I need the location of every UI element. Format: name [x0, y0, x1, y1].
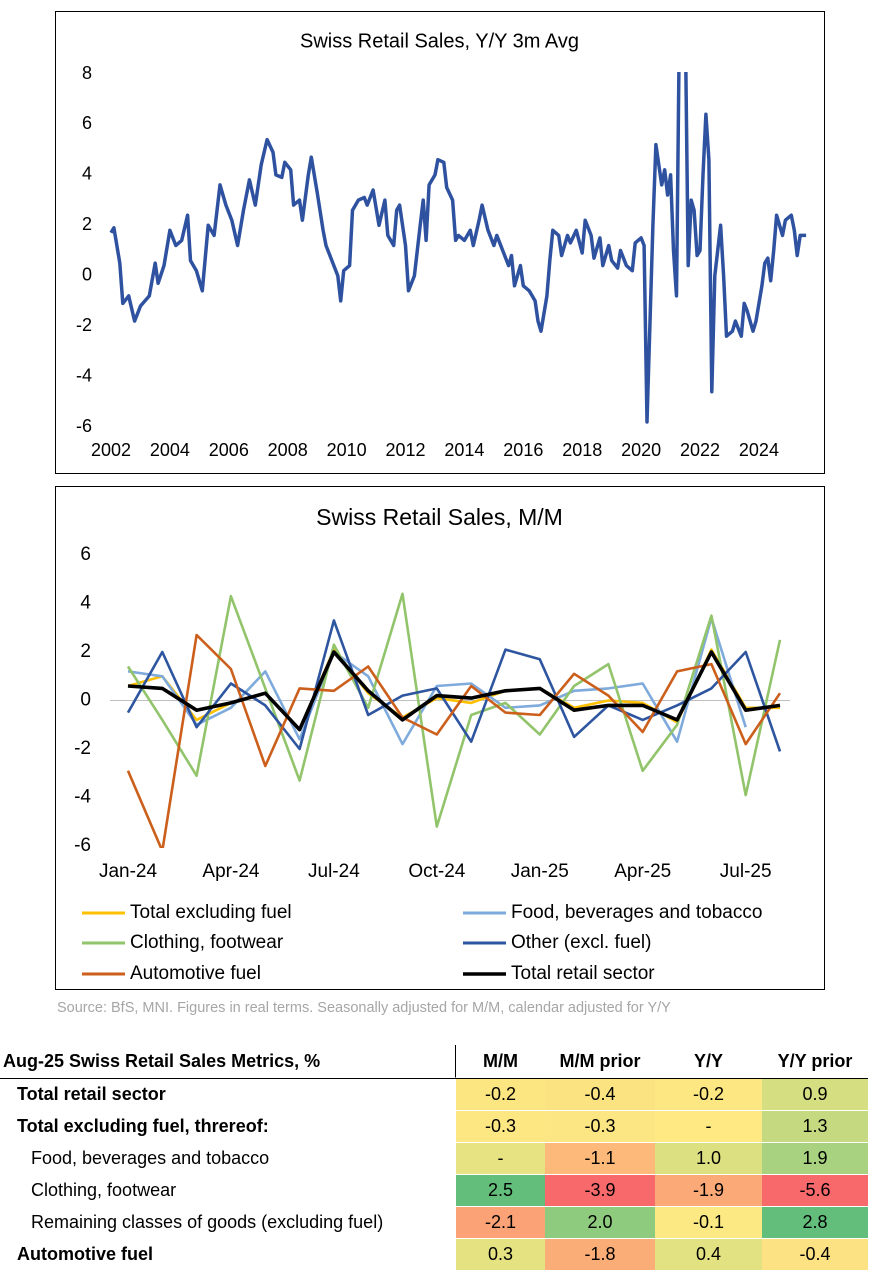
table-cell: - — [456, 1143, 545, 1175]
table-cell: 2.8 — [762, 1207, 868, 1239]
table-row: Total excluding fuel, threreof: -0.3 -0.3-… — [0, 1111, 868, 1143]
table-row: Total retail sector -0.2 -0.4 -0.2 0.9 — [0, 1079, 868, 1111]
table-cell: -0.3 — [456, 1111, 545, 1143]
table-cell: 1.9 — [762, 1143, 868, 1175]
table-header: Aug-25 Swiss Retail Sales Metrics, % M/M M… — [0, 1045, 868, 1079]
x-tick-label: 2010 — [327, 440, 367, 460]
x-tick-label: Jan-24 — [99, 861, 158, 882]
table-cell: - — [655, 1111, 762, 1143]
table-cell: -0.1 — [655, 1207, 762, 1239]
y-tick-label: -4 — [76, 365, 92, 385]
row-label: Total retail sector — [0, 1079, 456, 1111]
source-note: Source: BfS, MNI. Figures in real terms.… — [57, 1000, 671, 1016]
table-cell: -0.2 — [655, 1079, 762, 1111]
x-tick-label: 2008 — [268, 440, 308, 460]
x-tick-label: 2022 — [680, 440, 720, 460]
column-header: M/M prior — [545, 1045, 655, 1078]
x-tick-label: Apr-24 — [202, 861, 259, 882]
table-cell: 0.4 — [655, 1239, 762, 1271]
table-cell: -0.4 — [545, 1079, 655, 1111]
y-tick-label: 8 — [82, 63, 92, 83]
row-label: Remaining classes of goods (excluding fu… — [0, 1207, 456, 1239]
y-tick-label: -6 — [76, 416, 92, 436]
x-tick-label: Jul-25 — [720, 861, 772, 882]
table-cell: -5.6 — [762, 1175, 868, 1207]
table-row: Automotive fuel 0.3 -1.8 0.4 -0.4 — [0, 1239, 868, 1271]
y-tick-label: 0 — [80, 690, 91, 711]
row-label: Food, beverages and tobacco — [0, 1143, 456, 1175]
table-cell: -0.3 — [545, 1111, 655, 1143]
y-tick-label: -6 — [74, 835, 91, 856]
table-title: Aug-25 Swiss Retail Sales Metrics, % — [0, 1045, 456, 1078]
x-tick-label: 2024 — [739, 440, 779, 460]
y-tick-label: 4 — [80, 593, 91, 614]
y-tick-label: 6 — [82, 113, 92, 133]
series-line — [126, 592, 782, 828]
series-line — [109, 72, 807, 424]
x-tick-label: Oct-24 — [408, 861, 465, 882]
table-row: Clothing, footwear 2.5 -3.9 -1.9 -5.6 — [0, 1175, 868, 1207]
charts: Swiss Retail Sales, Y/Y 3m Avg -6 -4 -2 0 2 4 6… — [55, 11, 825, 990]
table-cell: 1.3 — [762, 1111, 868, 1143]
table-cell: 2.0 — [545, 1207, 655, 1239]
table-cell: 0.3 — [456, 1239, 545, 1271]
table-cell: -1.8 — [545, 1239, 655, 1271]
table-cell: -3.9 — [545, 1175, 655, 1207]
x-tick-label: 2002 — [91, 440, 131, 460]
y-tick-label: 6 — [80, 544, 91, 565]
x-tick-label: 2004 — [150, 440, 190, 460]
metrics-table: Aug-25 Swiss Retail Sales Metrics, % M/M M… — [0, 1045, 868, 1271]
table-cell: -0.2 — [456, 1079, 545, 1111]
y-tick-label: 2 — [80, 641, 91, 662]
chart-title: Swiss Retail Sales, Y/Y 3m Avg — [300, 30, 579, 52]
legend-label: Clothing, footwear — [130, 932, 284, 953]
legend-label: Total retail sector — [511, 963, 655, 984]
y-tick-label: 4 — [82, 164, 92, 184]
table-cell: -1.1 — [545, 1143, 655, 1175]
table-cell: 2.5 — [456, 1175, 545, 1207]
x-tick-label: Apr-25 — [614, 861, 671, 882]
x-tick-label: 2020 — [621, 440, 661, 460]
legend-label: Automotive fuel — [130, 963, 261, 984]
y-tick-label: 0 — [82, 264, 92, 284]
series-line — [127, 616, 747, 746]
table-cell: -1.9 — [655, 1175, 762, 1207]
legend-label: Total excluding fuel — [130, 902, 292, 923]
x-tick-label: Jan-25 — [511, 861, 569, 882]
y-tick-label: -2 — [76, 315, 92, 335]
row-label: Automotive fuel — [0, 1239, 456, 1271]
column-header: Y/Y — [655, 1045, 762, 1078]
y-tick-label: 2 — [82, 214, 92, 234]
x-tick-label: Jul-24 — [308, 861, 360, 882]
series-line — [126, 633, 782, 848]
table-row: Remaining classes of goods (excluding fu… — [0, 1207, 868, 1239]
table-cell: 0.9 — [762, 1079, 868, 1111]
table-cell: 1.0 — [655, 1143, 762, 1175]
column-header: M/M — [456, 1045, 545, 1078]
chart-frame — [55, 486, 825, 990]
legend-label: Other (excl. fuel) — [511, 932, 651, 953]
x-tick-label: 2016 — [503, 440, 543, 460]
chart-title: Swiss Retail Sales, M/M — [316, 504, 563, 530]
y-tick-label: -2 — [74, 738, 91, 759]
table-cell: -0.4 — [762, 1239, 868, 1271]
row-label: Total excluding fuel, threreof: — [0, 1111, 456, 1143]
x-tick-label: 2018 — [562, 440, 602, 460]
series-line — [127, 650, 781, 732]
x-tick-label: 2014 — [444, 440, 484, 460]
legend-label: Food, beverages and tobacco — [511, 902, 762, 923]
y-tick-label: -4 — [74, 787, 91, 808]
x-tick-label: 2006 — [209, 440, 249, 460]
table-cell: -2.1 — [456, 1207, 545, 1239]
table-row: Food, beverages and tobacco - -1.1 1.0 1.9 — [0, 1143, 868, 1175]
x-tick-label: 2012 — [385, 440, 425, 460]
row-label: Clothing, footwear — [0, 1175, 456, 1207]
column-header: Y/Y prior — [762, 1045, 868, 1078]
